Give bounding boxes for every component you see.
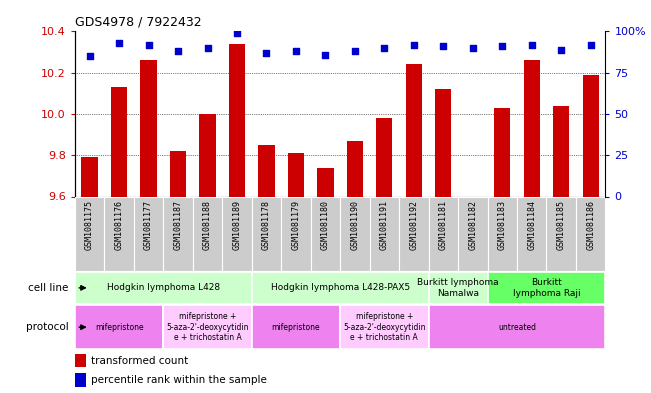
Text: mifepristone +
5-aza-2'-deoxycytidin
e + trichostatin A: mifepristone + 5-aza-2'-deoxycytidin e +…: [343, 312, 426, 342]
Text: GSM1081189: GSM1081189: [232, 200, 242, 250]
FancyBboxPatch shape: [252, 305, 340, 349]
FancyBboxPatch shape: [546, 196, 576, 271]
FancyBboxPatch shape: [222, 196, 252, 271]
FancyBboxPatch shape: [340, 196, 370, 271]
Text: transformed count: transformed count: [91, 356, 188, 366]
Bar: [75, 354, 86, 367]
Text: GSM1081179: GSM1081179: [292, 200, 300, 250]
FancyBboxPatch shape: [458, 196, 488, 271]
Bar: [258, 145, 275, 196]
Text: Hodgkin lymphoma L428: Hodgkin lymphoma L428: [107, 283, 220, 292]
Text: protocol: protocol: [25, 322, 72, 332]
Text: GSM1081176: GSM1081176: [115, 200, 124, 250]
Text: GSM1081184: GSM1081184: [527, 200, 536, 250]
FancyBboxPatch shape: [75, 196, 104, 271]
Text: mifepristone: mifepristone: [95, 323, 143, 332]
FancyBboxPatch shape: [488, 272, 605, 304]
Text: GSM1081181: GSM1081181: [439, 200, 448, 250]
FancyBboxPatch shape: [428, 305, 605, 349]
Bar: [288, 153, 304, 196]
FancyBboxPatch shape: [576, 196, 605, 271]
Point: [173, 48, 183, 54]
Text: GSM1081178: GSM1081178: [262, 200, 271, 250]
Point: [556, 46, 566, 53]
FancyBboxPatch shape: [163, 305, 252, 349]
Bar: [170, 151, 186, 196]
Point: [143, 42, 154, 48]
FancyBboxPatch shape: [428, 196, 458, 271]
FancyBboxPatch shape: [104, 196, 134, 271]
Bar: [141, 61, 157, 196]
Text: GSM1081186: GSM1081186: [586, 200, 595, 250]
Bar: [317, 167, 333, 196]
Point: [202, 45, 213, 51]
Text: GSM1081188: GSM1081188: [203, 200, 212, 250]
Point: [232, 30, 242, 36]
Text: cell line: cell line: [28, 283, 72, 293]
Point: [497, 43, 508, 50]
FancyBboxPatch shape: [75, 272, 252, 304]
FancyBboxPatch shape: [428, 272, 488, 304]
Point: [467, 45, 478, 51]
Text: GSM1081192: GSM1081192: [409, 200, 419, 250]
FancyBboxPatch shape: [311, 196, 340, 271]
FancyBboxPatch shape: [252, 272, 428, 304]
Text: percentile rank within the sample: percentile rank within the sample: [91, 375, 267, 386]
Point: [114, 40, 124, 46]
Bar: [553, 106, 570, 196]
Bar: [111, 87, 127, 196]
Point: [527, 42, 537, 48]
Point: [438, 43, 449, 50]
FancyBboxPatch shape: [163, 196, 193, 271]
FancyBboxPatch shape: [488, 196, 517, 271]
Text: GSM1081190: GSM1081190: [350, 200, 359, 250]
Text: GSM1081187: GSM1081187: [174, 200, 182, 250]
FancyBboxPatch shape: [399, 196, 428, 271]
FancyBboxPatch shape: [340, 305, 428, 349]
Point: [350, 48, 360, 54]
Text: mifepristone +
5-aza-2'-deoxycytidin
e + trichostatin A: mifepristone + 5-aza-2'-deoxycytidin e +…: [166, 312, 249, 342]
Text: mifepristone: mifepristone: [271, 323, 320, 332]
Text: Hodgkin lymphoma L428-PAX5: Hodgkin lymphoma L428-PAX5: [271, 283, 409, 292]
Point: [320, 51, 331, 58]
FancyBboxPatch shape: [370, 196, 399, 271]
Bar: [347, 141, 363, 196]
Point: [291, 48, 301, 54]
Text: Burkitt
lymphoma Raji: Burkitt lymphoma Raji: [513, 278, 580, 298]
Text: GSM1081175: GSM1081175: [85, 200, 94, 250]
Bar: [199, 114, 215, 196]
Point: [379, 45, 389, 51]
Text: GDS4978 / 7922432: GDS4978 / 7922432: [75, 16, 202, 29]
Bar: [376, 118, 393, 196]
Text: GSM1081183: GSM1081183: [498, 200, 506, 250]
Bar: [229, 44, 245, 196]
Bar: [406, 64, 422, 196]
FancyBboxPatch shape: [193, 196, 222, 271]
FancyBboxPatch shape: [134, 196, 163, 271]
Bar: [494, 108, 510, 196]
FancyBboxPatch shape: [252, 196, 281, 271]
FancyBboxPatch shape: [75, 305, 163, 349]
Text: GSM1081182: GSM1081182: [468, 200, 477, 250]
Bar: [583, 75, 599, 196]
Point: [85, 53, 95, 59]
FancyBboxPatch shape: [281, 196, 311, 271]
Point: [261, 50, 271, 56]
Point: [409, 42, 419, 48]
Bar: [81, 157, 98, 196]
Bar: [523, 61, 540, 196]
Text: untreated: untreated: [498, 323, 536, 332]
Text: GSM1081177: GSM1081177: [144, 200, 153, 250]
Point: [585, 42, 596, 48]
Bar: [75, 373, 86, 387]
Text: GSM1081191: GSM1081191: [380, 200, 389, 250]
Text: GSM1081185: GSM1081185: [557, 200, 566, 250]
Text: GSM1081180: GSM1081180: [321, 200, 330, 250]
FancyBboxPatch shape: [517, 196, 546, 271]
Text: Burkitt lymphoma
Namalwa: Burkitt lymphoma Namalwa: [417, 278, 499, 298]
Bar: [436, 89, 451, 196]
